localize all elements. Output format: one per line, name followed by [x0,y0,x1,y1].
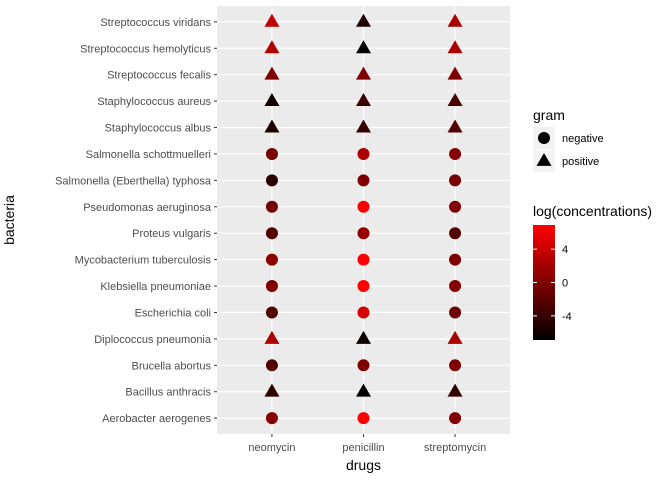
point-circle [449,174,462,187]
y-axis-title: bacteria [1,195,17,245]
y-tick-label: Klebsiella pneumoniae [100,281,211,293]
point-triangle [264,383,280,397]
point-triangle [356,13,371,27]
point-triangle [356,383,371,397]
x-tick-label: streptomycin [424,442,486,454]
point-circle [265,306,278,319]
y-tick-label: Proteus vulgaris [132,228,211,240]
shape-legend-label: positive [562,156,599,168]
point-circle [265,200,278,213]
legend-triangle-key [536,152,552,166]
point-circle [265,412,278,425]
colorbar [533,225,555,340]
y-tick-label: Streptococcus fecalis [107,70,211,82]
point-circle [357,412,370,425]
shape-legend-label: negative [562,133,604,145]
point-circle [265,174,278,187]
y-tick-label: Escherichia coli [135,307,211,319]
point-triangle [264,40,280,54]
point-circle [357,280,370,293]
point-circle [265,280,278,293]
y-tick-label: Salmonella schottmuelleri [86,149,211,161]
y-tick-label: Pseudomonas aeruginosa [83,202,212,214]
point-triangle [264,66,280,80]
point-circle [449,412,462,425]
point-circle [449,147,462,160]
point-circle [265,147,278,160]
point-circle [449,280,462,293]
point-triangle [356,66,371,80]
shape-legend-title: gram [533,107,565,123]
x-tick-label: neomycin [248,442,295,454]
point-triangle [264,119,280,133]
point-circle [357,147,370,160]
point-triangle [264,13,280,27]
y-tick-label: Brucella abortus [132,360,212,372]
y-tick-label: Diplococcus pneumonia [94,334,212,346]
colorbar-tick-label: 0 [562,278,568,290]
y-tick-label: Salmonella (Eberthella) typhosa [55,175,212,187]
point-triangle [447,93,463,107]
point-circle [357,200,370,213]
point-circle [265,359,278,372]
x-tick-label: penicillin [342,442,384,454]
point-triangle [447,330,463,344]
point-circle [265,227,278,240]
y-tick-label: Aerobacter aerogenes [102,413,211,425]
point-triangle [447,66,463,80]
point-circle [357,253,370,266]
point-circle [357,227,370,240]
point-circle [449,359,462,372]
point-triangle [447,383,463,397]
point-circle [449,306,462,319]
point-triangle [356,93,371,107]
point-triangle [264,93,280,107]
legend-circle-key [538,132,550,144]
colorbar-tick-label: 4 [562,244,568,256]
color-legend-title: log(concentrations) [533,203,652,219]
y-tick-label: Bacillus anthracis [125,387,211,399]
point-circle [449,227,462,240]
point-circle [449,253,462,266]
y-tick-label: Staphylococcus albus [105,123,212,135]
point-triangle [356,119,371,133]
point-circle [265,253,278,266]
point-triangle [264,330,280,344]
point-triangle [447,119,463,133]
color-legend: log(concentrations) 4 0 -4 [533,203,652,340]
y-tick-label: Streptococcus hemolyticus [80,43,211,55]
y-tick-label: Mycobacterium tuberculosis [75,255,212,267]
data-points [264,13,463,425]
y-tick-label: Staphylococcus aureus [97,96,211,108]
x-axis: neomycin penicillin streptomycin [248,434,486,454]
y-tick-label: Streptococcus viridans [100,17,211,29]
shape-legend: gram negative positive [533,107,604,172]
point-circle [357,306,370,319]
y-axis: Aerobacter aerogenes Bacillus anthracis Br… [55,17,217,425]
point-triangle [356,330,371,344]
point-circle [357,174,370,187]
x-axis-title: drugs [346,457,381,473]
point-circle [357,359,370,372]
point-triangle [447,40,463,54]
colorbar-tick-label: -4 [562,311,572,323]
point-triangle [447,13,463,27]
point-triangle [356,40,371,54]
point-circle [449,200,462,213]
